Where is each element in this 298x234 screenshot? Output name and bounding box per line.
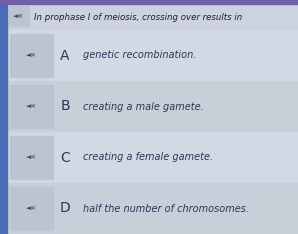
Bar <box>0 0 7 234</box>
Text: C: C <box>60 150 70 165</box>
Text: creating a female gamete.: creating a female gamete. <box>83 153 213 162</box>
Bar <box>7 81 298 131</box>
Text: half the number of chromosomes.: half the number of chromosomes. <box>83 204 249 213</box>
Bar <box>7 183 298 233</box>
Text: genetic recombination.: genetic recombination. <box>83 51 196 61</box>
Text: A: A <box>60 48 70 62</box>
Bar <box>10 34 53 77</box>
Bar <box>10 85 53 128</box>
Text: B: B <box>60 99 70 113</box>
Text: D: D <box>60 201 70 216</box>
Text: creating a male gamete.: creating a male gamete. <box>83 102 204 111</box>
Text: ◄×: ◄× <box>26 205 37 212</box>
Text: ◄×: ◄× <box>26 103 37 110</box>
Bar <box>7 132 298 182</box>
Bar <box>7 30 298 80</box>
Bar <box>10 187 53 230</box>
Bar <box>9 6 29 26</box>
Text: ◄×: ◄× <box>26 52 37 58</box>
Text: In prophase I of meiosis, crossing over results in: In prophase I of meiosis, crossing over … <box>34 12 242 22</box>
Text: ◄×: ◄× <box>26 154 37 161</box>
Text: ◄×: ◄× <box>13 13 25 19</box>
Bar <box>7 4 298 30</box>
Bar <box>0 0 298 4</box>
Bar <box>10 136 53 179</box>
